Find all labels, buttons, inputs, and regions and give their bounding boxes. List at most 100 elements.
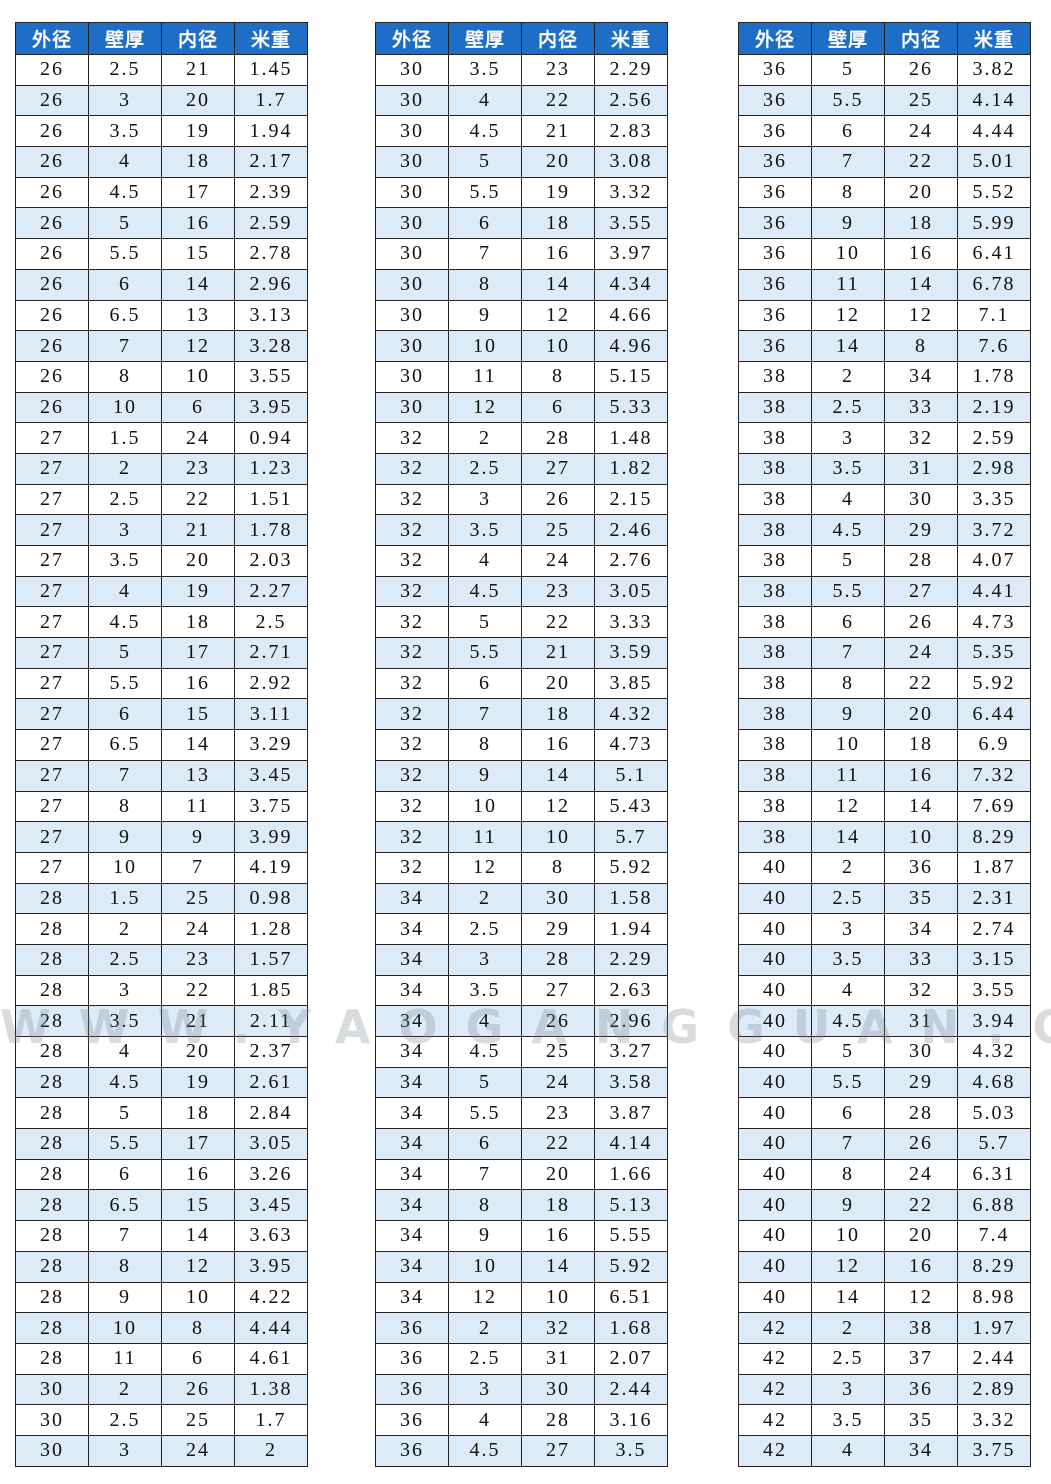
table-cell: 28 — [15, 1281, 89, 1314]
table-cell: 5 — [88, 1097, 162, 1130]
table-cell: 4.5 — [88, 176, 162, 209]
table-cell: 26 — [15, 54, 89, 86]
table-cell: 5.92 — [594, 1250, 668, 1283]
table-row: 30 5.5 19 3.32 — [375, 176, 668, 209]
table-cell: 42 — [738, 1434, 812, 1467]
table-cell: 2.61 — [234, 1066, 308, 1099]
table-cell: 10 — [88, 851, 162, 884]
table-row: 36 10 16 6.41 — [738, 238, 1031, 270]
table-cell: 4.5 — [448, 575, 522, 608]
table-cell: 8 — [811, 1158, 885, 1191]
table-row: 34 4 26 2.96 — [375, 1005, 668, 1037]
table-cell: 11 — [811, 759, 885, 792]
table-cell: 26 — [15, 360, 89, 393]
table-cell: 2.44 — [594, 1373, 668, 1406]
table-cell: 5.92 — [594, 851, 668, 884]
table-row: 28 2.5 23 1.57 — [15, 943, 308, 976]
table-cell: 3.58 — [594, 1066, 668, 1099]
table-cell: 3.55 — [234, 360, 308, 393]
table-row: 40 5.5 29 4.68 — [738, 1066, 1031, 1099]
table-cell: 2.27 — [234, 575, 308, 608]
table-cell: 3.35 — [957, 483, 1031, 516]
table-row: 30 9 12 4.66 — [375, 299, 668, 332]
table-cell: 3.5 — [811, 1404, 885, 1436]
table-cell: 6 — [88, 1158, 162, 1191]
table-cell: 5 — [811, 1036, 885, 1068]
table-cell: 7 — [161, 851, 235, 884]
table-cell: 6 — [161, 1342, 235, 1375]
table-cell: 2.98 — [957, 452, 1031, 485]
data-table: 外径 壁厚 内径 米重 36 5 26 3.82 36 5.5 25 4.14 36 6 24 4.44 36 7… — [738, 22, 1031, 1467]
table-cell: 3.95 — [234, 391, 308, 424]
table-cell: 7.1 — [957, 299, 1031, 332]
table-row: 32 6 20 3.85 — [375, 667, 668, 700]
table-cell: 7.4 — [957, 1220, 1031, 1252]
table-cell: 36 — [884, 851, 958, 884]
table-cell: 4 — [448, 545, 522, 577]
table-cell: 28 — [884, 1097, 958, 1130]
table-cell: 3.97 — [594, 238, 668, 270]
table-row: 28 4.5 19 2.61 — [15, 1066, 308, 1099]
table-cell: 30 — [375, 207, 449, 240]
table-row: 30 11 8 5.15 — [375, 360, 668, 393]
table-cell: 2 — [811, 360, 885, 393]
table-row: 32 2 28 1.48 — [375, 422, 668, 454]
table-cell: 26 — [521, 483, 595, 516]
table-row: 36 3 30 2.44 — [375, 1373, 668, 1406]
table-cell: 20 — [884, 698, 958, 731]
table-cell: 1.38 — [234, 1373, 308, 1406]
table-row: 38 4.5 29 3.72 — [738, 514, 1031, 546]
table-cell: 29 — [521, 913, 595, 945]
table-cell: 8 — [521, 360, 595, 393]
table-cell: 4.96 — [594, 330, 668, 362]
header-cell: 内径 — [521, 22, 595, 55]
table-row: 32 5.5 21 3.59 — [375, 637, 668, 669]
table-row: 40 5 30 4.32 — [738, 1036, 1031, 1068]
table-cell: 8 — [88, 360, 162, 393]
table-cell: 26 — [884, 54, 958, 86]
table-cell: 2.44 — [957, 1342, 1031, 1375]
table-cell: 1.94 — [234, 115, 308, 148]
table-cell: 3.27 — [594, 1036, 668, 1068]
table-cell: 1.66 — [594, 1158, 668, 1191]
table-cell: 40 — [738, 1250, 812, 1283]
table-cell: 2.92 — [234, 667, 308, 700]
table-cell: 29 — [884, 1066, 958, 1099]
table-cell: 27 — [15, 667, 89, 700]
table-row: 28 3.5 21 2.11 — [15, 1005, 308, 1037]
table-cell: 21 — [521, 637, 595, 669]
table-row: 34 4.5 25 3.27 — [375, 1036, 668, 1068]
table-cell: 32 — [375, 821, 449, 853]
table-cell: 2.5 — [88, 483, 162, 516]
table-cell: 34 — [375, 943, 449, 976]
table-cell: 4 — [448, 1404, 522, 1436]
table-cell: 3.63 — [234, 1220, 308, 1252]
table-cell: 32 — [375, 790, 449, 823]
table-row: 28 9 10 4.22 — [15, 1281, 308, 1314]
table-cell: 2 — [448, 1312, 522, 1344]
table-cell: 6.78 — [957, 268, 1031, 301]
table-cell: 30 — [375, 268, 449, 301]
table-row: 40 4 32 3.55 — [738, 974, 1031, 1007]
table-cell: 40 — [738, 1281, 812, 1314]
table-cell: 30 — [375, 299, 449, 332]
table-cell: 15 — [161, 1189, 235, 1222]
table-cell: 38 — [738, 790, 812, 823]
table-cell: 38 — [738, 575, 812, 608]
table-cell: 14 — [521, 268, 595, 301]
table-cell: 1.85 — [234, 974, 308, 1007]
header-cell: 壁厚 — [811, 22, 885, 55]
table-cell: 8 — [448, 1189, 522, 1222]
table-cell: 6.5 — [88, 299, 162, 332]
table-cell: 2.07 — [594, 1342, 668, 1375]
table-row: 36 11 14 6.78 — [738, 268, 1031, 301]
table-cell: 1.87 — [957, 851, 1031, 884]
table-cell: 2.71 — [234, 637, 308, 669]
table-row: 38 5 28 4.07 — [738, 545, 1031, 577]
table-cell: 22 — [884, 667, 958, 700]
table-cell: 1.48 — [594, 422, 668, 454]
table-cell: 27 — [15, 483, 89, 516]
table-cell: 30 — [15, 1373, 89, 1406]
table-cell: 3.5 — [448, 54, 522, 86]
table-cell: 3.5 — [448, 974, 522, 1007]
